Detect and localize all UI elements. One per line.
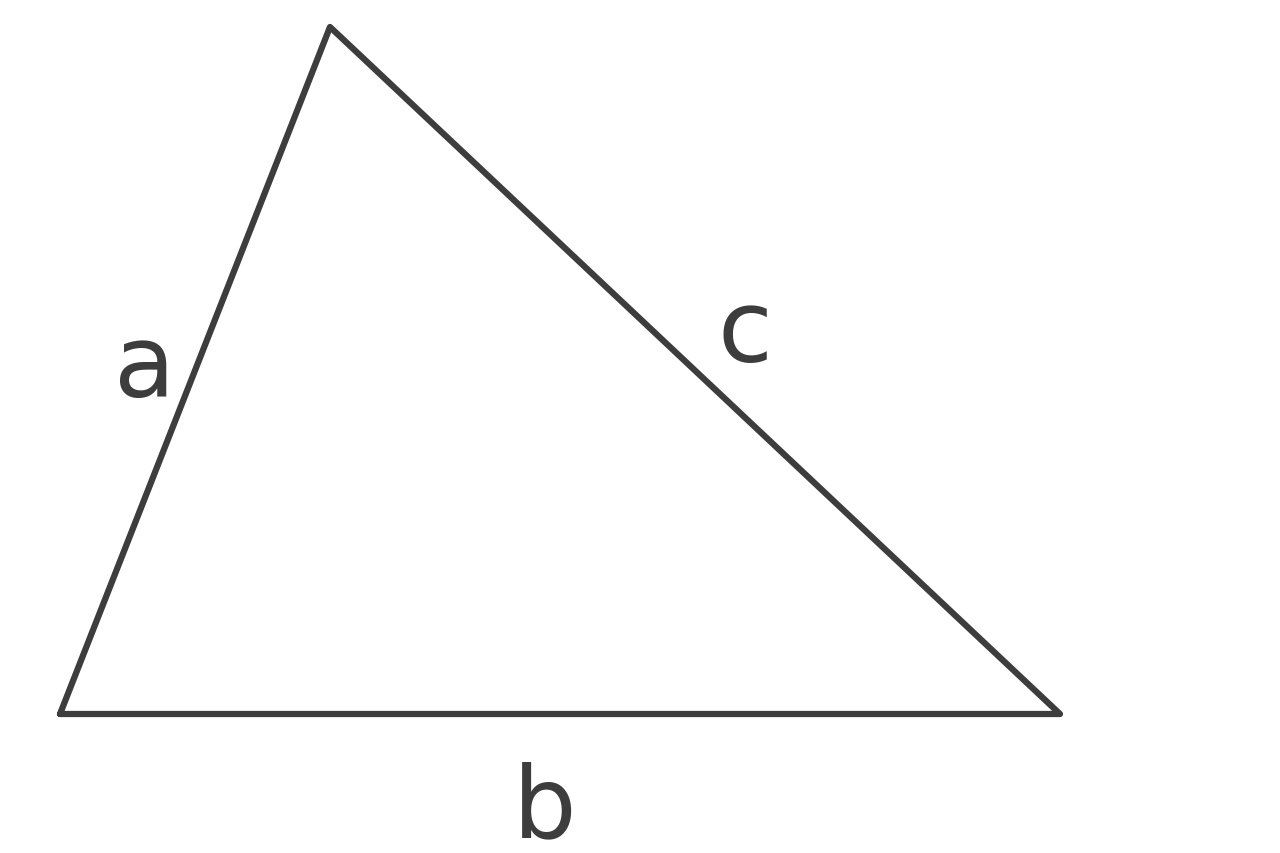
Text: a: a: [114, 321, 175, 418]
Text: b: b: [513, 761, 577, 853]
Text: c: c: [718, 286, 773, 383]
